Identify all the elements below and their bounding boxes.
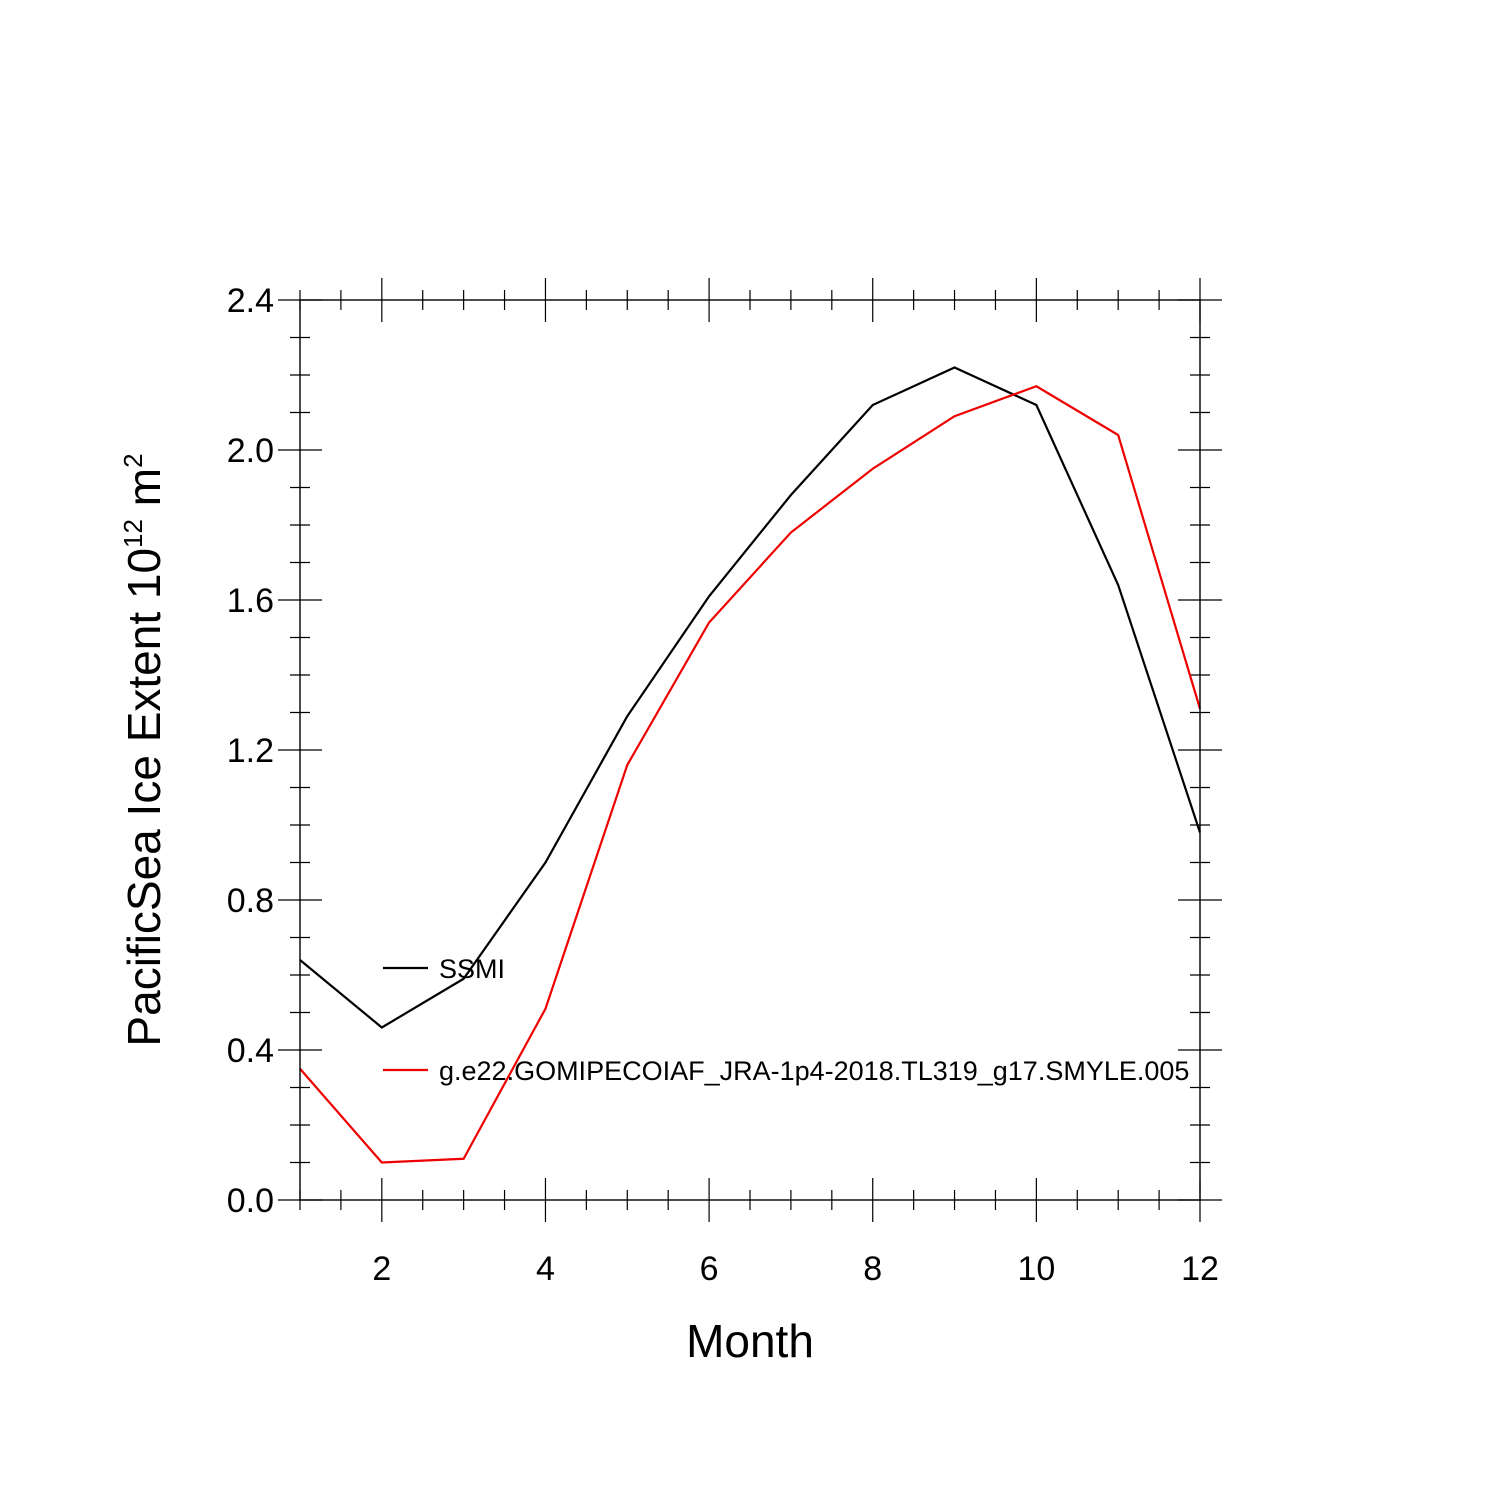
y-tick-label: 1.6 <box>227 582 274 620</box>
y-tick-label: 2.0 <box>227 432 274 470</box>
y-axis-title-unit-exponent: 2 <box>118 453 148 467</box>
legend-label: SSMI <box>439 954 505 984</box>
x-axis-title: Month <box>686 1315 814 1367</box>
y-tick-label: 0.0 <box>227 1182 274 1220</box>
y-axis-title: PacificSea Ice Extent 1012 m2 <box>118 453 170 1046</box>
y-tick-labels: 0.0 0.4 0.8 1.2 1.6 2.0 2.4 <box>227 282 274 1220</box>
series-line-1 <box>299 366 1202 1029</box>
series-line-2 <box>299 385 1202 1164</box>
y-tick-label: 0.8 <box>227 882 274 920</box>
x-tick-labels: 2 4 6 8 10 12 <box>372 1250 1219 1288</box>
plot-frame <box>299 299 1201 1201</box>
x-tick-label: 6 <box>700 1250 719 1288</box>
x-tick-label: 12 <box>1181 1250 1219 1288</box>
legend-label: g.e22.GOMIPECOIAF_JRA-1p4-2018.TL319_g17… <box>439 1056 1189 1086</box>
series-lines <box>299 366 1202 1164</box>
x-tick-label: 10 <box>1017 1250 1055 1288</box>
y-axis-title-unit: m <box>118 468 170 519</box>
x-tick-label: 2 <box>372 1250 391 1288</box>
legend: SSMI g.e22.GOMIPECOIAF_JRA-1p4-2018.TL319… <box>383 954 1189 1086</box>
x-tick-label: 8 <box>863 1250 882 1288</box>
x-tick-label: 4 <box>536 1250 555 1288</box>
y-tick-label: 1.2 <box>227 732 274 770</box>
y-tick-label: 2.4 <box>227 282 274 320</box>
y-axis-title-main: PacificSea Ice Extent 10 <box>118 548 170 1047</box>
y-axis-title-exponent: 12 <box>118 519 148 548</box>
y-tick-label: 0.4 <box>227 1032 274 1070</box>
